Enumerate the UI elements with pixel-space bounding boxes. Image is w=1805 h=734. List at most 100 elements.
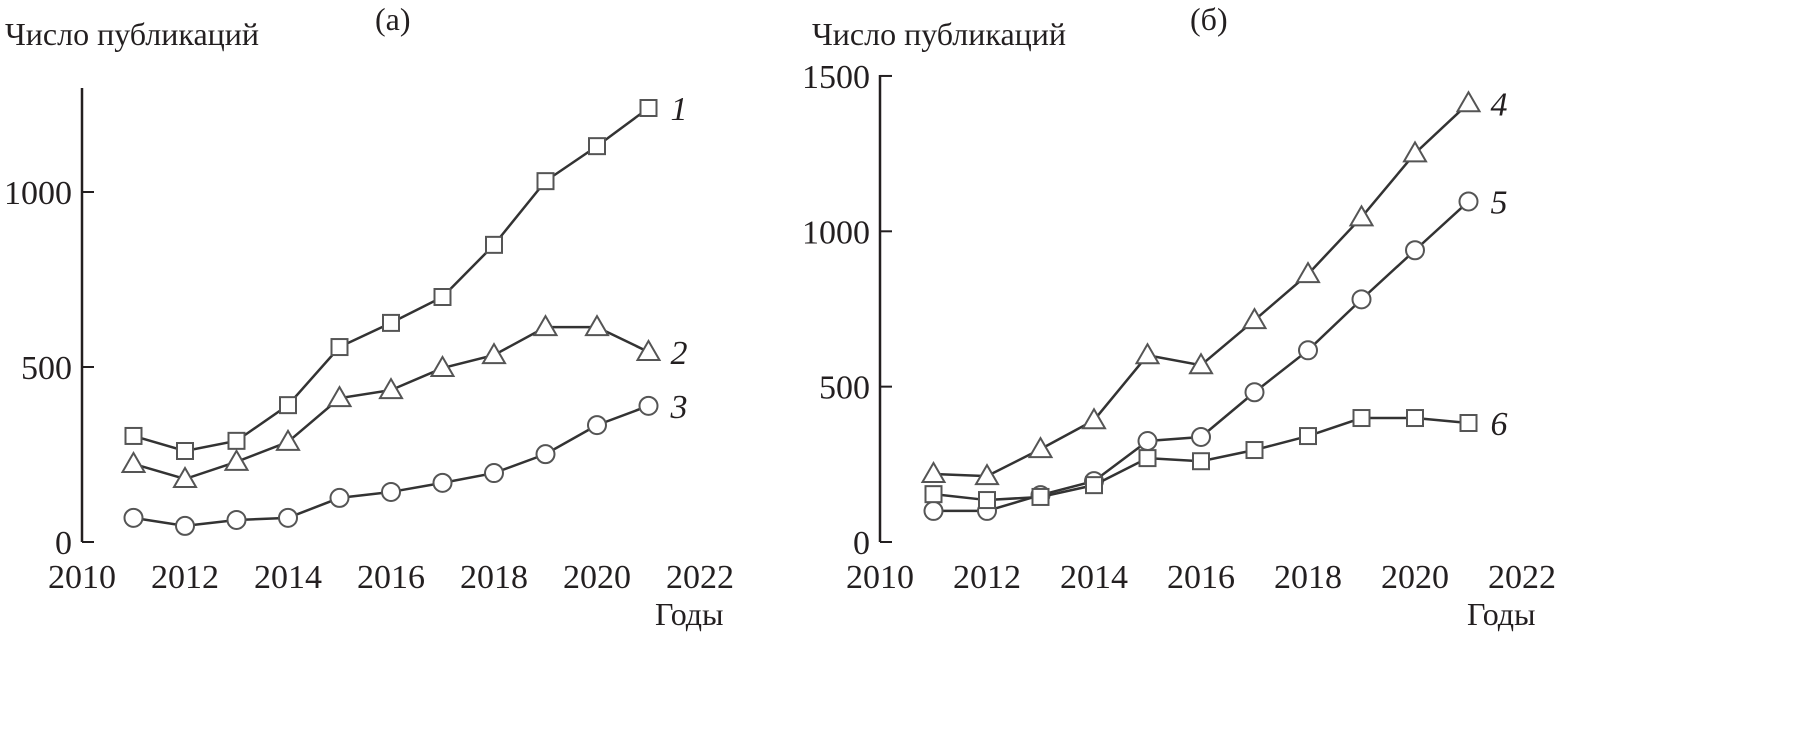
square-marker xyxy=(536,172,555,191)
panel-label: (б) xyxy=(1190,1,1228,37)
triangle-marker xyxy=(481,342,507,365)
square-marker xyxy=(1085,476,1103,495)
x-tick-label: 2022 xyxy=(1488,559,1556,596)
circle-marker xyxy=(1351,289,1372,310)
y-axis-label: Число публикаций xyxy=(5,16,259,52)
square-marker xyxy=(124,426,143,445)
y-axis-label: Число публикаций xyxy=(812,16,1066,52)
circle-marker xyxy=(484,463,504,484)
x-tick-label: 2010 xyxy=(846,559,914,596)
panel-label: (a) xyxy=(375,1,411,37)
square-marker xyxy=(176,442,194,460)
square-marker xyxy=(485,235,503,254)
square-marker xyxy=(1192,452,1210,471)
x-tick-label: 2020 xyxy=(563,559,631,596)
x-tick-label: 2018 xyxy=(460,559,528,596)
x-tick-label: 2016 xyxy=(1167,559,1235,596)
triangle-marker xyxy=(1295,261,1321,284)
square-marker xyxy=(1352,409,1371,428)
triangle-marker xyxy=(1455,90,1482,113)
square-marker xyxy=(330,338,349,357)
circle-marker xyxy=(381,481,401,502)
triangle-marker xyxy=(532,314,559,337)
circle-marker xyxy=(432,472,453,493)
triangle-marker xyxy=(584,314,610,337)
square-marker xyxy=(1245,441,1264,460)
x-tick-label: 2022 xyxy=(666,559,734,596)
triangle-marker xyxy=(326,385,353,408)
circle-marker xyxy=(1191,426,1211,447)
circle-marker xyxy=(1298,340,1318,361)
x-tick-label: 2014 xyxy=(254,559,322,596)
panel-a: Число публикаций (a) Годы 0 500 1000 2010 20… xyxy=(4,1,734,632)
triangle-marker xyxy=(1188,352,1214,375)
square-marker xyxy=(433,288,452,306)
triangle-marker xyxy=(223,448,250,471)
circle-marker xyxy=(535,444,556,465)
series-label-6: 6 xyxy=(1491,406,1508,443)
series-label-4: 4 xyxy=(1491,86,1508,123)
x-axis-label: Годы xyxy=(655,596,724,632)
series-line-3 xyxy=(133,404,649,528)
circle-marker xyxy=(1405,240,1425,261)
square-marker xyxy=(978,491,996,510)
circle-marker xyxy=(329,487,350,508)
triangle-marker xyxy=(172,466,198,488)
series-line-2 xyxy=(133,325,650,481)
circle-marker xyxy=(278,507,298,528)
triangle-marker xyxy=(635,338,662,361)
triangle-marker xyxy=(1241,307,1268,330)
triangle-marker xyxy=(275,428,301,451)
y-tick-label: 0 xyxy=(55,525,72,562)
square-marker xyxy=(639,99,658,117)
triangle-marker xyxy=(1081,407,1107,430)
series-line-4 xyxy=(933,102,1470,478)
square-marker xyxy=(1031,487,1050,506)
circle-marker xyxy=(923,500,944,521)
triangle-marker xyxy=(1027,436,1054,459)
x-tick-label: 2020 xyxy=(1381,559,1449,596)
circle-marker xyxy=(1458,191,1479,212)
triangle-marker xyxy=(974,463,1000,486)
triangle-marker xyxy=(1348,204,1375,227)
circle-marker xyxy=(175,515,195,536)
circle-marker xyxy=(587,415,607,436)
circle-marker xyxy=(638,395,659,416)
x-tick-label: 2018 xyxy=(1274,559,1342,596)
square-marker xyxy=(1406,409,1424,428)
y-tick-label: 1000 xyxy=(802,214,870,251)
triangle-marker xyxy=(120,450,147,473)
x-tick-label: 2010 xyxy=(48,559,116,596)
y-tick-label: 1000 xyxy=(4,175,72,212)
y-tick-label: 500 xyxy=(21,350,72,387)
x-tick-label: 2014 xyxy=(1060,559,1128,596)
circle-marker xyxy=(1244,382,1265,403)
square-marker xyxy=(279,396,297,415)
panel-b: Число публикаций (б) Годы 0 500 1000 1500 20… xyxy=(802,1,1556,632)
x-tick-label: 2012 xyxy=(151,559,219,596)
y-tick-label: 500 xyxy=(819,370,870,407)
triangle-marker xyxy=(378,377,404,400)
square-marker xyxy=(1299,427,1317,446)
square-marker xyxy=(924,485,943,504)
series-line-1 xyxy=(133,106,650,453)
triangle-marker xyxy=(1402,140,1428,163)
series-label-5: 5 xyxy=(1491,184,1508,221)
square-marker xyxy=(382,313,400,332)
series-label-3: 3 xyxy=(670,389,688,426)
series-label-1: 1 xyxy=(671,91,688,128)
circle-marker xyxy=(123,507,144,528)
square-marker xyxy=(1138,449,1157,468)
x-axis-label: Годы xyxy=(1467,596,1536,632)
square-marker xyxy=(588,137,606,156)
series-label-2: 2 xyxy=(671,335,688,372)
square-marker xyxy=(1459,414,1478,433)
x-tick-label: 2012 xyxy=(953,559,1021,596)
circle-marker xyxy=(226,509,247,530)
circle-marker xyxy=(1137,431,1158,452)
x-tick-label: 2016 xyxy=(357,559,425,596)
triangle-marker xyxy=(429,355,456,378)
triangle-marker xyxy=(1134,342,1161,365)
y-tick-label: 0 xyxy=(853,525,870,562)
